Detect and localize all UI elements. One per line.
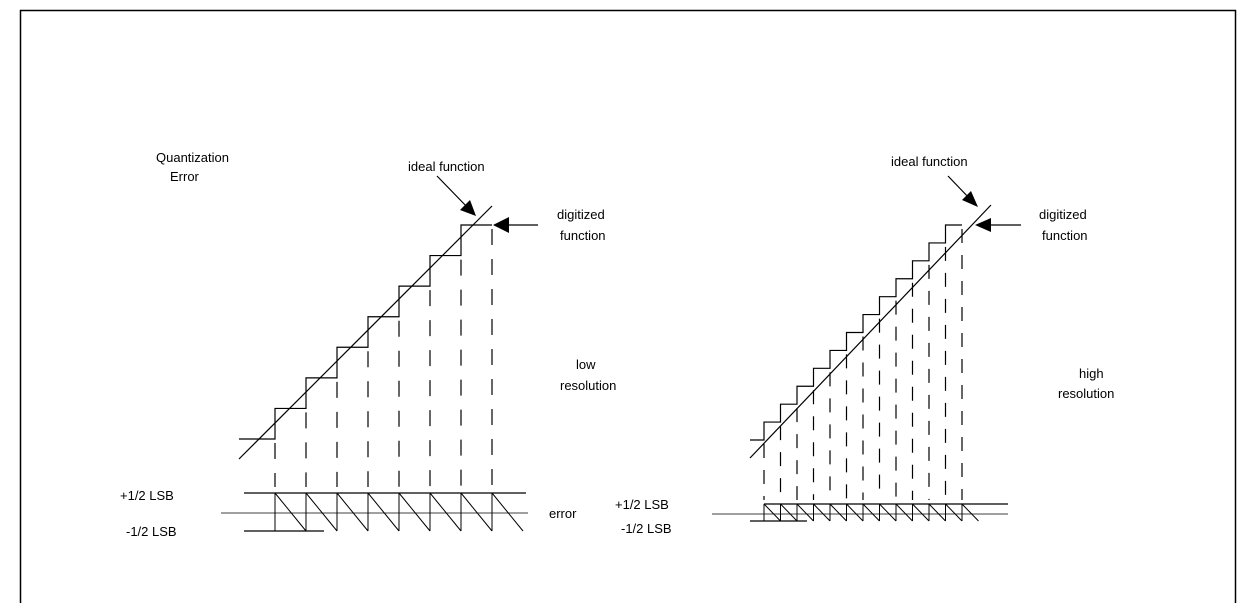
right-error-ramp [846,503,864,522]
left-error-label: error [549,506,577,521]
right-error-ramp [862,503,880,522]
right-error-ramp [961,503,979,522]
left-error-ramp [398,492,431,532]
low-resolution-panel: ideal function digitized function low re… [120,159,616,539]
right-error-ramp [780,503,798,522]
left-ideal-arrow-shaft [436,175,471,211]
right-resolution-label-line-2: resolution [1058,386,1114,401]
right-error-ramp [829,503,847,522]
right-error-ramp [813,503,831,522]
title-line-2: Error [170,169,200,184]
right-digitized-arrow-head [975,218,991,232]
figure-border [19,9,1237,603]
right-staircase [750,224,962,441]
left-ideal-function-label: ideal function [408,159,485,174]
right-error-sawtooth [763,503,979,522]
right-error-ramp [763,503,781,522]
left-error-ramp [429,492,462,532]
left-error-ramp [367,492,400,532]
right-error-ramp [879,503,897,522]
left-digitized-label-line-1: digitized [557,207,605,222]
left-ideal-arrow-head [460,200,476,216]
right-ideal-arrow-head [962,191,978,207]
left-staircase [239,224,492,440]
left-error-ramp [491,492,524,532]
right-digitized-label-line-2: function [1042,228,1088,243]
left-digitized-staircase-path [239,224,492,440]
left-ideal-function-line [238,205,493,460]
right-ideal-function-label: ideal function [891,154,968,169]
right-error-ramp [945,503,963,522]
left-digitized-label-line-2: function [560,228,606,243]
right-error-ramp [796,503,814,522]
left-error-sawtooth [274,492,524,532]
right-error-ramp [912,503,930,522]
high-resolution-panel: ideal function digitized function high r… [615,154,1114,536]
left-minus-half-lsb-label: -1/2 LSB [126,524,177,539]
left-resolution-label-line-1: low [576,357,596,372]
right-ideal-function-line [749,204,992,459]
right-plus-half-lsb-label: +1/2 LSB [615,497,669,512]
right-resolution-label-line-1: high [1079,366,1104,381]
title-line-1: Quantization [156,150,229,165]
left-error-ramp [336,492,369,532]
left-error-ramp [274,492,307,532]
left-digitized-arrow-head [493,217,509,233]
right-error-ramp [928,503,946,522]
right-minus-half-lsb-label: -1/2 LSB [621,521,672,536]
left-resolution-label-line-2: resolution [560,378,616,393]
right-sample-dashes [763,229,963,500]
right-error-ramp [895,503,913,522]
left-error-ramp [305,492,338,532]
left-plus-half-lsb-label: +1/2 LSB [120,488,174,503]
left-error-ramp [460,492,493,532]
right-digitized-label-line-1: digitized [1039,207,1087,222]
left-sample-dashes [274,229,493,487]
right-digitized-staircase-path [750,224,962,441]
